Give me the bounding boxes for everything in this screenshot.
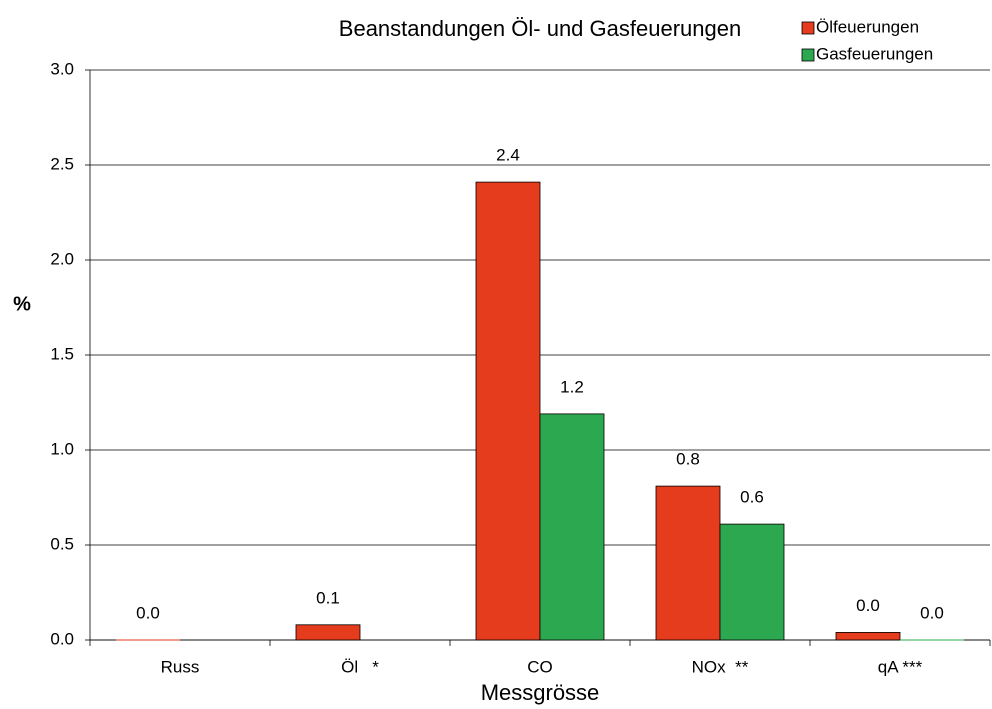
y-tick-label: 3.0	[50, 59, 74, 78]
data-label: 0.1	[316, 588, 340, 607]
data-label: 0.0	[136, 603, 160, 622]
data-label: 0.8	[676, 450, 700, 469]
y-tick-label: 0.5	[50, 534, 74, 553]
y-axis-label: %	[13, 293, 31, 315]
x-tick-label: Öl *	[341, 657, 379, 676]
y-tick-label: 2.5	[50, 154, 74, 173]
y-tick-label: 0.0	[50, 629, 74, 648]
y-tick-label: 1.5	[50, 344, 74, 363]
x-tick-label: CO	[527, 657, 553, 676]
x-tick-label: Russ	[161, 657, 200, 676]
bar	[539, 413, 605, 641]
data-label: 1.2	[560, 377, 584, 396]
bar	[475, 181, 541, 641]
y-tick-label: 2.0	[50, 249, 74, 268]
legend-swatch	[801, 48, 815, 62]
data-label: 0.0	[856, 596, 880, 615]
legend-label: Ölfeuerungen	[816, 17, 919, 36]
bar	[719, 523, 785, 641]
legend-label: Gasfeuerungen	[816, 44, 933, 63]
data-label: 2.4	[496, 146, 520, 165]
data-label: 0.0	[920, 603, 944, 622]
x-tick-label: qA ***	[878, 657, 923, 676]
data-label: 0.6	[740, 488, 764, 507]
x-tick-label: NOx **	[692, 657, 749, 676]
legend-swatch	[801, 21, 815, 35]
bar	[295, 624, 361, 641]
y-tick-label: 1.0	[50, 439, 74, 458]
x-axis-label: Messgrösse	[481, 680, 600, 705]
bar	[835, 632, 901, 641]
bar	[655, 485, 721, 641]
chart-title: Beanstandungen Öl- und Gasfeuerungen	[339, 16, 741, 41]
